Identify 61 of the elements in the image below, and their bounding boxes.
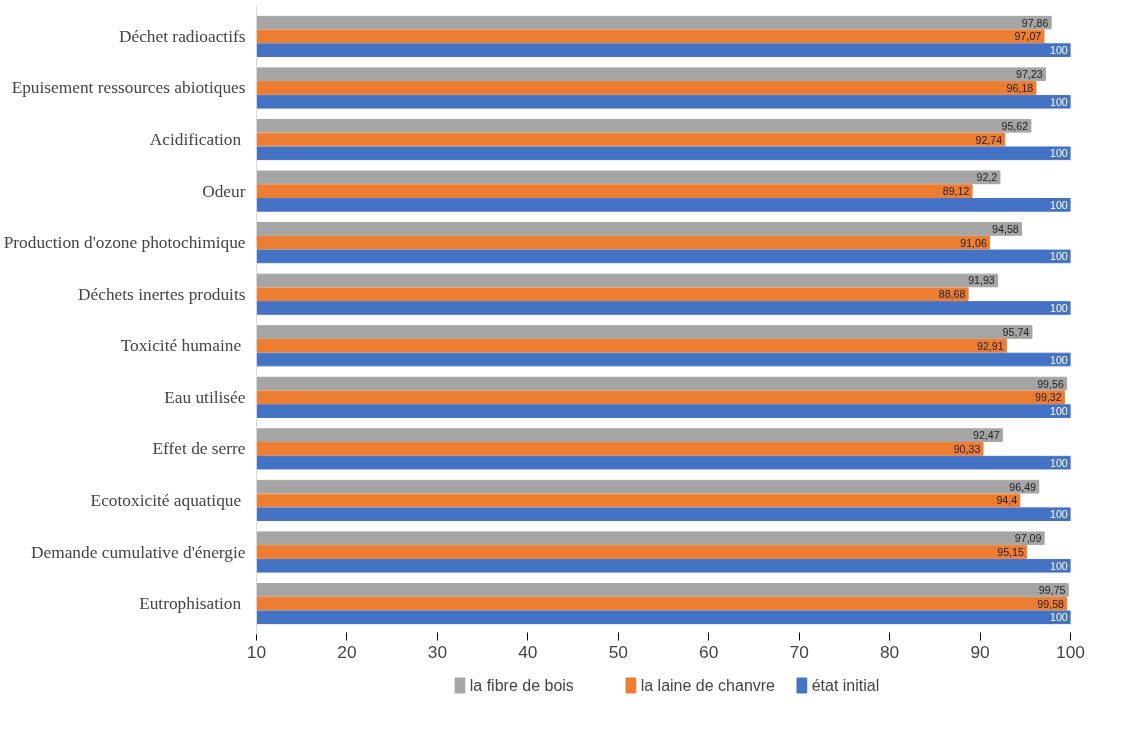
x-tick-label: 10 — [246, 641, 267, 662]
y-tick-label: Déchets inertes produits — [78, 284, 246, 304]
y-tick-label: Déchet radioactifs — [118, 26, 246, 46]
data-label: 100 — [1050, 559, 1068, 572]
x-tick-label: 70 — [789, 641, 809, 662]
data-label: 95,15 — [997, 546, 1024, 559]
legend-label: la fibre de bois — [469, 677, 574, 694]
data-label: 99,32 — [1034, 391, 1062, 404]
x-tick-label: 30 — [427, 641, 448, 662]
data-label: 99,58 — [1037, 597, 1065, 610]
data-label: 95,62 — [1001, 119, 1029, 132]
data-label: 100 — [1050, 405, 1068, 418]
y-tick-label: Odeur — [202, 181, 246, 201]
y-tick-label: Effet de serre — [152, 439, 246, 459]
data-label: 92,47 — [973, 429, 1000, 442]
data-label: 91,06 — [960, 236, 987, 249]
x-tick-label: 100 — [1056, 641, 1085, 662]
data-label: 99,75 — [1038, 583, 1066, 596]
data-label: 100 — [1050, 250, 1068, 263]
data-label: 100 — [1050, 456, 1068, 469]
legend-label: état initial — [811, 677, 880, 694]
data-label: 100 — [1050, 301, 1068, 314]
data-label: 94,58 — [992, 222, 1019, 235]
data-label: 100 — [1050, 147, 1068, 160]
x-tick-label: 40 — [518, 641, 538, 662]
data-label: 96,49 — [1009, 480, 1037, 493]
data-label: 95,74 — [1002, 326, 1030, 339]
legend-label: la laine de chanvre — [640, 677, 776, 694]
x-tick-label: 90 — [970, 641, 990, 662]
data-label: 90,33 — [953, 442, 981, 455]
data-label: 100 — [1050, 353, 1068, 366]
data-label: 94,4 — [996, 494, 1018, 507]
data-label: 92,74 — [975, 133, 1003, 146]
data-label: 92,91 — [976, 339, 1004, 352]
data-label: 100 — [1050, 44, 1068, 57]
data-label: 100 — [1050, 198, 1068, 211]
y-tick-label: Eutrophisation — [139, 594, 242, 614]
data-label: 100 — [1050, 95, 1068, 108]
data-label: 100 — [1050, 611, 1068, 624]
x-tick-label: 20 — [337, 641, 357, 662]
data-label: 97,23 — [1016, 68, 1043, 81]
data-label: 97,86 — [1021, 16, 1049, 29]
y-tick-label: Ecotoxicité aquatique — [90, 490, 242, 510]
data-label: 89,12 — [942, 185, 970, 198]
data-label: 100 — [1050, 508, 1068, 521]
x-tick-label: 50 — [608, 641, 628, 662]
data-label: 88,68 — [938, 288, 966, 301]
data-label: 97,09 — [1014, 532, 1042, 545]
y-tick-label: Eau utilisée — [164, 387, 246, 407]
data-label: 91,93 — [968, 274, 995, 287]
y-tick-label: Toxicité humaine — [120, 336, 242, 356]
data-label: 99,56 — [1037, 377, 1064, 390]
x-tick-label: 80 — [879, 641, 900, 662]
y-tick-label: Production d'ozone photochimique — [3, 233, 246, 253]
y-tick-label: Epuisement ressources abiotiques — [11, 78, 246, 98]
y-tick-label: Acidification — [149, 130, 242, 150]
data-label: 96,18 — [1006, 81, 1034, 94]
y-tick-label: Demande cumulative d'énergie — [31, 542, 246, 562]
x-tick-label: 60 — [699, 641, 719, 662]
data-label: 97,07 — [1014, 30, 1042, 43]
data-label: 92,2 — [976, 171, 998, 184]
